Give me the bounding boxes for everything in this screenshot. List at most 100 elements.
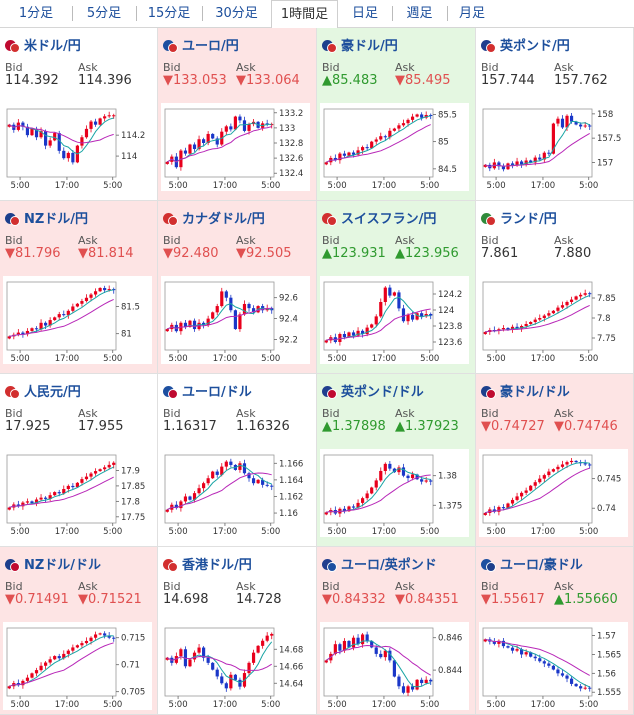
rate-card[interactable]: 豪ドル/ドル Bid Ask ▼0.74727 ▼0.74746 0.745 0.74 5:0… [476,374,634,547]
y-tick-label: 114 [121,152,137,162]
candle [356,150,360,155]
bid-label: Bid [5,580,23,593]
rate-card[interactable]: 英ポンド/ドル Bid Ask ▲1.37898 ▲1.37923 1.38 1.375 5:… [317,374,476,547]
pair-name-link[interactable]: ユーロ/円 [163,35,239,54]
pair-name-link[interactable]: ユーロ/豪ドル [481,554,583,573]
tab-15min[interactable]: 15分足 [147,6,191,21]
tab-daily[interactable]: 日足 [351,6,378,21]
candle [569,460,574,463]
candle [34,499,39,504]
pair-name-link[interactable]: 人民元/円 [5,381,81,400]
ask-direction-icon: ▲ [395,419,405,434]
pair-name-link[interactable]: 豪ドル/円 [322,35,398,54]
price-chart[interactable]: 85.5 85 84.5 5:00 17:00 5:00 [320,103,469,191]
tab-5min[interactable]: 5分足 [86,6,122,21]
candle [538,658,542,662]
candle [370,640,374,648]
bid-label: Bid [5,407,23,420]
rate-card[interactable]: NZドル/円 Bid Ask ▼81.796 ▼81.814 81.5 81 5:00 17:0… [0,201,158,374]
rate-card[interactable]: カナダドル/円 Bid Ask ▼92.480 ▼92.505 92.6 92.4 92.2 5… [158,201,317,374]
rate-card[interactable]: ユーロ/円 Bid Ask ▼133.053 ▼133.064 133.2 133 132.8… [158,28,317,201]
rate-card[interactable]: スイスフラン/円 Bid Ask ▲123.931 ▲123.956 124.2 124 12… [317,201,476,374]
tab-monthly[interactable]: 月足 [458,6,485,21]
pair-name-link[interactable]: カナダドル/円 [163,208,265,227]
candle [524,652,528,655]
y-tick-label: 1.555 [597,688,621,698]
pair-name-link[interactable]: 英ポンド/ドル [322,381,424,400]
tab-1min[interactable]: 1分足 [18,6,54,21]
candle [202,322,206,325]
candle [424,679,428,684]
candle [220,466,224,475]
ask-price: 7.880 [554,246,592,261]
ask-price: 85.495 [405,73,451,88]
price-chart[interactable]: 14.68 14.66 14.64 5:00 17:00 5:00 [161,622,310,710]
ask-direction-icon: ▼ [78,592,88,607]
pair-name-link[interactable]: NZドル/円 [5,208,88,227]
pair-name-link[interactable]: ランド/円 [481,208,557,227]
candle [112,637,116,639]
price-chart[interactable]: 1.57 1.565 1.56 1.555 5:00 17:00 5:00 [479,622,628,710]
pair-name-link[interactable]: 香港ドル/円 [163,554,252,573]
y-tick-label: 1.16 [279,509,298,519]
price-chart[interactable]: 158 157.5 157 5:00 17:00 5:00 [479,103,628,191]
pair-name-link[interactable]: スイスフラン/円 [322,208,436,227]
y-tick-label: 1.38 [438,472,457,482]
ask-price: 123.956 [405,246,459,261]
rate-card[interactable]: 人民元/円 Bid Ask 17.925 17.955 17.9 17.85 17.8 17.7… [0,374,158,547]
tab-weekly[interactable]: 週足 [406,6,433,21]
candle [238,679,242,687]
pair-name-link[interactable]: NZドル/ドル [5,554,101,573]
price-chart[interactable]: 92.6 92.4 92.2 5:00 17:00 5:00 [161,276,310,364]
tab-30min[interactable]: 30分足 [215,6,258,21]
tab-1hour[interactable]: 1時間足 [271,0,338,28]
rate-card[interactable]: 香港ドル/円 Bid Ask 14.698 14.728 14.68 14.66 14.64 5… [158,547,317,715]
price-chart[interactable]: 0.715 0.71 0.705 5:00 17:00 5:00 [3,622,152,710]
candle [62,653,66,659]
price-chart[interactable]: 7.85 7.8 7.75 5:00 17:00 5:00 [479,276,628,364]
candle [211,133,215,139]
pair-name-link[interactable]: 米ドル/円 [5,35,81,54]
bid-direction-icon: ▼ [322,592,332,607]
candle [229,674,233,689]
currency-flag-icon [5,40,20,53]
currency-flag-icon [481,213,496,226]
candle [220,676,224,684]
candle [98,633,102,635]
rate-card[interactable]: ユーロ/豪ドル Bid Ask ▼1.55617 ▲1.55660 1.57 1.565 1.… [476,547,634,715]
y-tick-label: 85.5 [438,110,457,120]
pair-name-link[interactable]: 豪ドル/ドル [481,381,570,400]
rate-card[interactable]: ユーロ/英ポンド Bid Ask ▼0.84332 ▼0.84351 0.846 0.844… [317,547,476,715]
price-chart[interactable]: 1.38 1.375 5:00 17:00 5:00 [320,449,469,537]
price-chart[interactable]: 0.846 0.844 5:00 17:00 5:00 [320,622,469,710]
price-chart[interactable]: 124.2 124 123.8 123.6 5:00 17:00 5:00 [320,276,469,364]
y-tick-label: 81.5 [121,302,140,312]
rate-card[interactable]: 米ドル/円 Bid Ask 114.392 114.396 114.2 114 5:00 17:… [0,28,158,201]
price-chart[interactable]: 1.166 1.164 1.162 1.16 5:00 17:00 5:00 [161,449,310,537]
candle [533,482,537,486]
rate-card[interactable]: ランド/円 Bid Ask 7.861 7.880 7.85 7.8 7.75 5:00 17:0… [476,201,634,374]
price-chart[interactable]: 133.2 133 132.8 132.6 132.4 5:00 17:00 5:00 [161,103,310,191]
pair-name: 英ポンド/ドル [341,385,424,400]
rate-card[interactable]: 豪ドル/円 Bid Ask ▲85.483 ▼85.495 85.5 85 84.5 5:00 1… [317,28,476,201]
bid-label: Bid [163,580,181,593]
pair-name-link[interactable]: 英ポンド/円 [481,35,570,54]
price-chart[interactable]: 81.5 81 5:00 17:00 5:00 [3,276,152,364]
candle [48,659,52,663]
ask-label: Ask [236,61,256,74]
candle [202,647,206,658]
candle [556,118,560,124]
price-chart[interactable]: 0.745 0.74 5:00 17:00 5:00 [479,449,628,537]
rate-card[interactable]: NZドル/ドル Bid Ask ▼0.71491 ▼0.71521 0.715 0.71 0.… [0,547,158,715]
candle [483,639,487,642]
candle [429,679,433,682]
candle [179,649,183,657]
rate-card[interactable]: ユーロ/ドル Bid Ask 1.16317 1.16326 1.166 1.164 1.16… [158,374,317,547]
candle [420,679,424,684]
pair-name-link[interactable]: ユーロ/ドル [163,381,252,400]
price-chart[interactable]: 17.9 17.85 17.8 17.75 5:00 17:00 5:00 [3,449,152,537]
price-chart[interactable]: 114.2 114 5:00 17:00 5:00 [3,103,152,191]
rate-card[interactable]: 英ポンド/円 Bid Ask 157.744 157.762 158 157.5 157 5:0… [476,28,634,201]
bid-label: Bid [322,234,340,247]
pair-name-link[interactable]: ユーロ/英ポンド [322,554,437,573]
